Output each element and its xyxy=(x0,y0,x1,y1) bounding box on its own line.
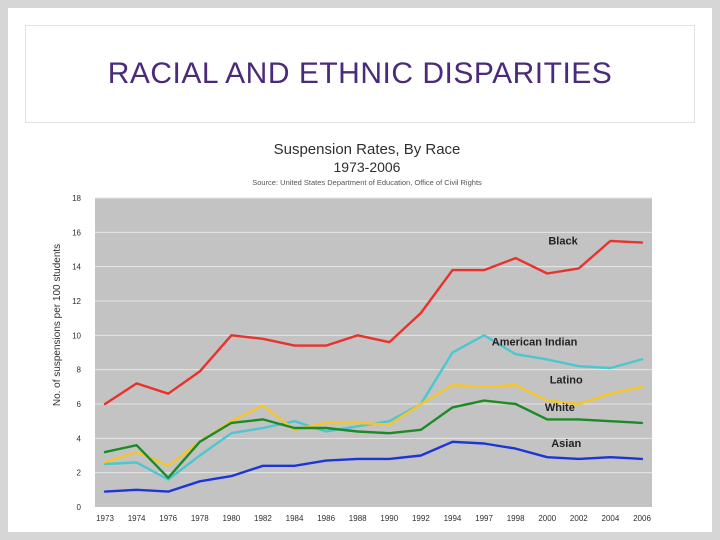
line-chart: Suspension Rates, By Race 1973-2006 Sour… xyxy=(52,141,652,523)
series-label-asian: Asian xyxy=(551,438,581,450)
y-tick-label-0: 0 xyxy=(77,503,82,512)
x-tick-label-1984: 1984 xyxy=(286,514,304,523)
x-tick-label-1990: 1990 xyxy=(380,514,398,523)
x-tick-label-2002: 2002 xyxy=(570,514,588,523)
x-tick-label-2000: 2000 xyxy=(538,514,556,523)
plot-area: 0 2 4 6 8 10 12 14 16 18 1973 1974 1976 1978 1980 1982 1… xyxy=(72,194,652,523)
x-tick-label-1994: 1994 xyxy=(444,514,462,523)
x-tick-label-1974: 1974 xyxy=(128,514,146,523)
x-tick-label-1980: 1980 xyxy=(222,514,240,523)
series-line-asian xyxy=(103,440,644,493)
x-tick-label-1988: 1988 xyxy=(349,514,367,523)
series-line-latino xyxy=(103,383,644,467)
series-label-american-indian: American Indian xyxy=(492,337,578,349)
y-tick-label-6: 6 xyxy=(77,400,82,409)
x-tick-label-1998: 1998 xyxy=(507,514,525,523)
x-tick-label-1986: 1986 xyxy=(317,514,335,523)
y-tick-label-2: 2 xyxy=(77,469,82,478)
y-axis-label: No. of suspensions per 100 students xyxy=(52,244,63,406)
chart-source: Source: United States Department of Educ… xyxy=(252,178,482,187)
y-tick-label-8: 8 xyxy=(77,366,82,375)
x-tick-label-1982: 1982 xyxy=(254,514,272,523)
x-tick-label-1976: 1976 xyxy=(159,514,177,523)
x-tick-label-1992: 1992 xyxy=(412,514,430,523)
y-tick-label-12: 12 xyxy=(72,297,81,306)
series-label-black: Black xyxy=(548,235,578,247)
x-tick-label-1997: 1997 xyxy=(475,514,493,523)
x-tick-label-2006: 2006 xyxy=(633,514,651,523)
series-label-latino: Latino xyxy=(550,374,583,386)
series-label-white: White xyxy=(545,402,575,414)
y-tick-label-16: 16 xyxy=(72,228,81,237)
y-tick-label-14: 14 xyxy=(72,263,81,272)
y-tick-label-18: 18 xyxy=(72,194,81,203)
slide-title: RACIAL AND ETHNIC DISPARITIES xyxy=(107,57,613,90)
x-tick-label-1973: 1973 xyxy=(96,514,114,523)
chart-subtitle: 1973-2006 xyxy=(334,159,401,175)
chart-title: Suspension Rates, By Race xyxy=(274,141,461,158)
title-band: RACIAL AND ETHNIC DISPARITIES xyxy=(26,26,694,122)
y-tick-label-4: 4 xyxy=(77,434,82,443)
x-tick-label-2004: 2004 xyxy=(602,514,620,523)
series-line-black xyxy=(103,239,644,406)
series-line-white xyxy=(103,399,644,479)
y-tick-label-10: 10 xyxy=(72,331,81,340)
x-tick-label-1978: 1978 xyxy=(191,514,209,523)
chart-container: Suspension Rates, By Race 1973-2006 Sour… xyxy=(40,130,662,525)
